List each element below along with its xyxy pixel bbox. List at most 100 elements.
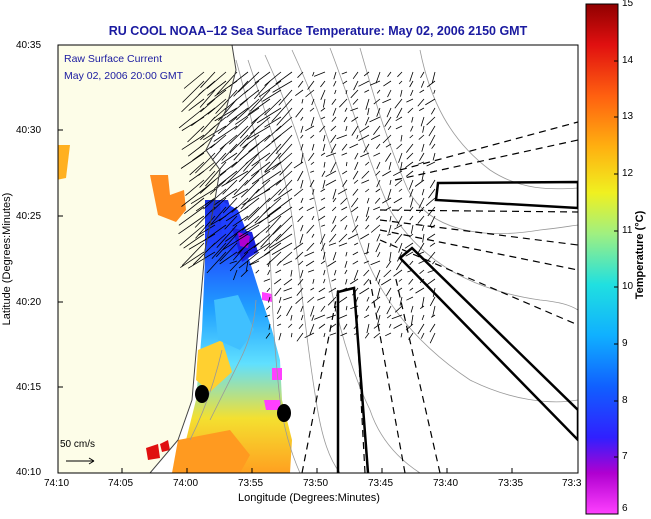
current-vector	[345, 305, 348, 311]
current-vector	[417, 242, 425, 253]
current-vector	[419, 251, 425, 255]
current-vector	[306, 206, 315, 212]
current-vector	[386, 305, 392, 315]
x-tick-label: 73:3	[562, 478, 582, 489]
current-vector	[367, 107, 370, 116]
current-vector	[283, 260, 293, 266]
current-vector	[231, 152, 249, 168]
colorbar-tick-label: 10	[622, 281, 634, 292]
current-vector	[359, 125, 370, 133]
current-vector	[352, 251, 359, 256]
current-vector	[222, 233, 249, 251]
current-vector	[417, 323, 425, 335]
current-vector	[419, 305, 425, 310]
current-vector	[338, 233, 348, 243]
current-vector	[239, 125, 260, 147]
current-vector	[426, 116, 436, 126]
current-vector	[234, 116, 249, 130]
current-vector	[429, 179, 436, 189]
current-vector	[290, 269, 293, 277]
x-tick-label: 73:35	[498, 478, 524, 489]
current-vector	[225, 224, 249, 242]
current-vector	[239, 116, 260, 139]
current-vector	[341, 152, 348, 156]
current-vector	[393, 269, 403, 277]
current-vector	[397, 287, 403, 292]
current-vector	[406, 296, 414, 301]
current-vector	[293, 242, 304, 250]
current-vector	[310, 305, 315, 317]
current-vector	[210, 134, 227, 149]
current-vector	[373, 98, 381, 105]
colorbar-tick-label: 14	[622, 55, 634, 66]
current-vector	[221, 143, 238, 161]
current-vector	[378, 278, 381, 285]
current-vector	[361, 170, 370, 179]
current-vector	[350, 305, 359, 310]
current-vector	[363, 278, 370, 286]
current-vector	[330, 161, 337, 173]
current-vector	[276, 314, 282, 320]
plot-frame	[57, 44, 579, 474]
current-vector	[314, 314, 326, 320]
current-vector	[248, 251, 271, 266]
current-vector	[199, 179, 216, 194]
colorbar	[585, 3, 619, 515]
current-vector	[369, 80, 381, 86]
current-vector	[298, 323, 304, 329]
current-vector	[410, 224, 414, 234]
current-vector	[353, 269, 359, 281]
current-vector	[417, 161, 425, 165]
current-vector	[386, 233, 392, 236]
current-vector	[398, 188, 403, 192]
current-vector	[428, 125, 436, 137]
current-vector	[268, 206, 293, 224]
current-vector	[382, 98, 392, 104]
current-vector	[254, 71, 271, 84]
current-vector	[421, 188, 425, 196]
current-vector	[352, 98, 359, 105]
current-vector	[420, 332, 425, 339]
current-vector	[263, 233, 282, 252]
current-vector	[276, 260, 282, 266]
current-vector	[178, 107, 205, 129]
current-vector	[344, 224, 348, 230]
current-vector	[322, 98, 326, 108]
current-vector	[384, 116, 392, 127]
current-vector	[182, 80, 205, 103]
current-vector	[400, 89, 403, 97]
current-vector	[385, 143, 392, 148]
current-vector	[192, 242, 216, 265]
current-vector	[318, 215, 326, 221]
current-vector	[417, 215, 425, 224]
current-vector	[222, 197, 238, 214]
current-vector	[306, 224, 315, 234]
current-vector	[345, 251, 348, 257]
current-vector	[373, 206, 381, 211]
current-vector	[426, 161, 436, 167]
current-vector	[318, 287, 326, 293]
current-vector	[296, 287, 304, 296]
current-vector	[420, 71, 425, 79]
current-vector	[199, 170, 216, 188]
current-vector	[323, 332, 326, 338]
current-vector	[364, 332, 370, 339]
current-vector	[313, 71, 326, 77]
current-vector	[232, 215, 249, 227]
current-vector	[290, 314, 293, 321]
current-vector	[354, 242, 359, 246]
current-vector	[318, 206, 326, 212]
colorbar-tick-label: 9	[622, 338, 628, 349]
current-vector	[265, 332, 271, 339]
colorbar-tick-label: 8	[622, 395, 628, 406]
current-vector	[325, 179, 337, 186]
current-vector	[395, 116, 403, 122]
current-vector	[304, 251, 315, 257]
current-vector	[410, 125, 414, 132]
current-vector	[181, 242, 205, 266]
current-vector	[293, 161, 304, 169]
current-vector	[418, 260, 425, 264]
current-vector	[305, 260, 315, 267]
current-vector	[399, 296, 403, 306]
